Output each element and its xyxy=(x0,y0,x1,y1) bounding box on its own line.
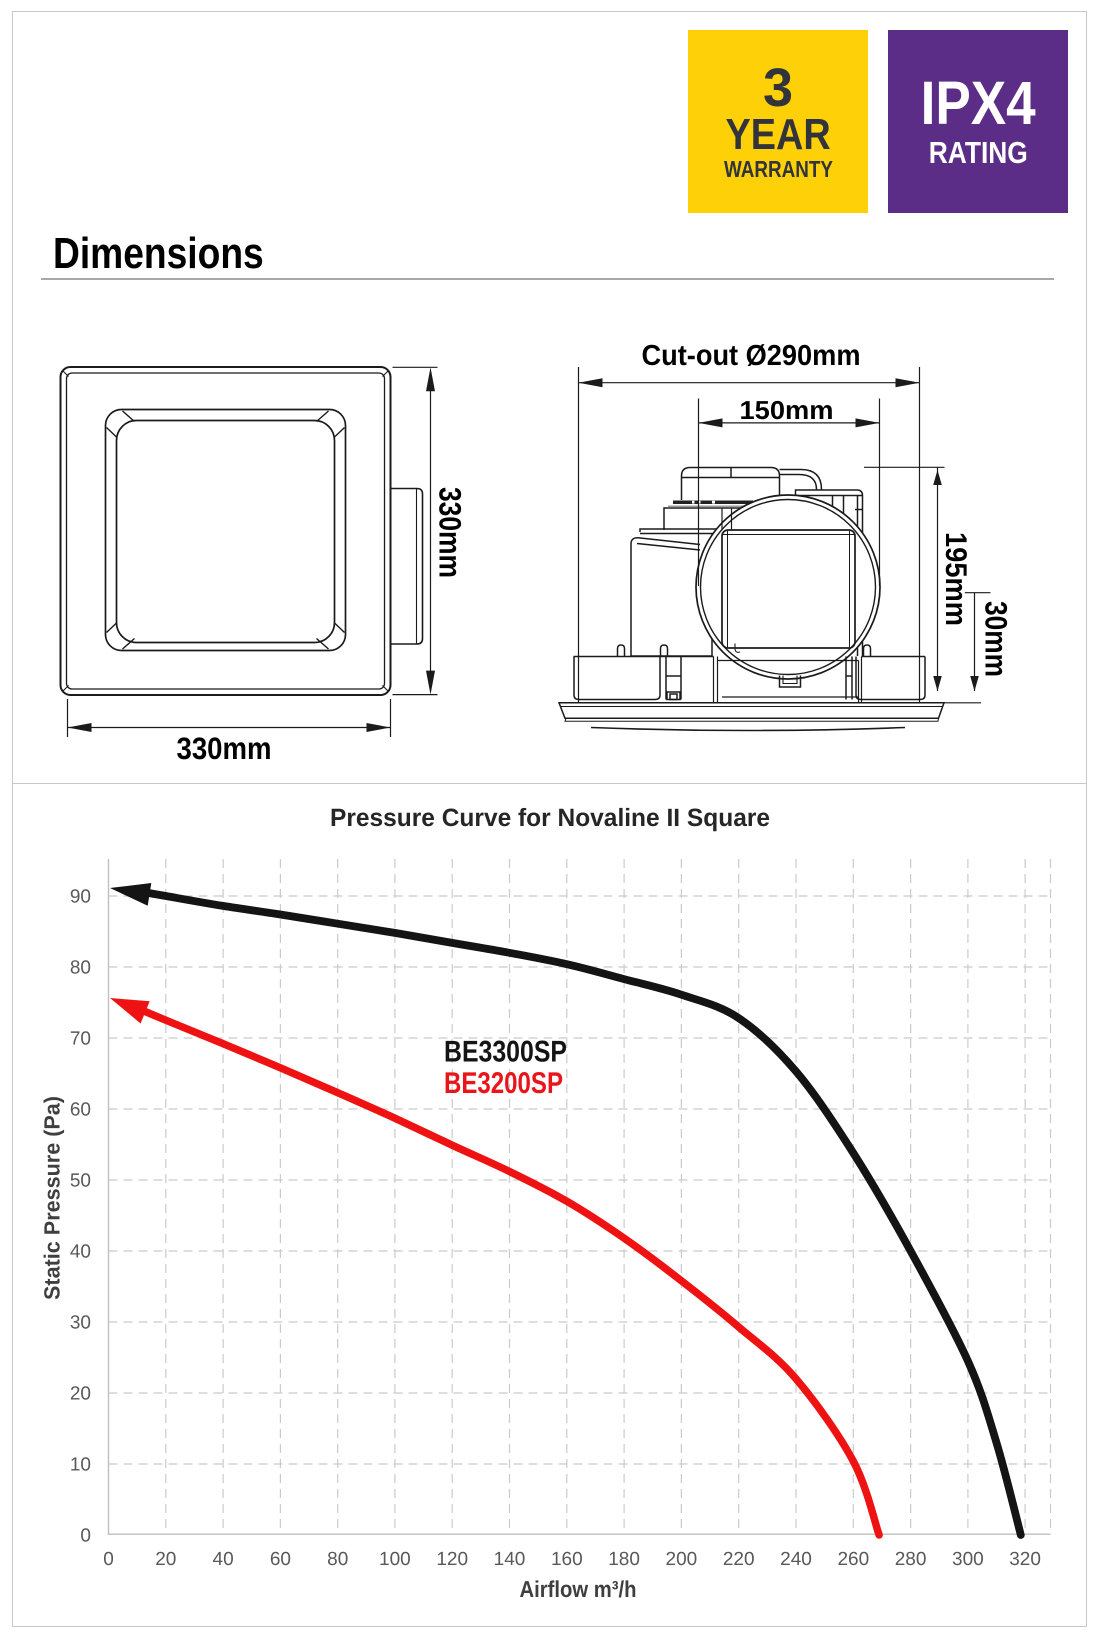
svg-text:80: 80 xyxy=(327,1549,348,1570)
svg-text:195mm: 195mm xyxy=(939,532,972,626)
svg-text:300: 300 xyxy=(952,1549,984,1570)
svg-text:90: 90 xyxy=(70,887,91,908)
svg-text:150mm: 150mm xyxy=(740,395,834,425)
svg-text:20: 20 xyxy=(70,1384,91,1405)
svg-text:BE3200SP: BE3200SP xyxy=(444,1067,563,1100)
svg-text:30mm: 30mm xyxy=(979,601,1014,677)
svg-text:330mm: 330mm xyxy=(433,487,468,578)
svg-text:160: 160 xyxy=(551,1549,583,1570)
svg-text:220: 220 xyxy=(723,1549,755,1570)
svg-text:70: 70 xyxy=(70,1029,91,1050)
svg-text:10: 10 xyxy=(70,1455,91,1476)
svg-text:BE3300SP: BE3300SP xyxy=(444,1036,567,1069)
svg-text:80: 80 xyxy=(70,958,91,979)
svg-text:Pressure Curve for Novaline II: Pressure Curve for Novaline II Square xyxy=(330,804,770,832)
svg-text:320: 320 xyxy=(1009,1549,1041,1570)
svg-text:Cut-out Ø290mm: Cut-out Ø290mm xyxy=(642,340,861,372)
svg-text:200: 200 xyxy=(666,1549,698,1570)
svg-text:60: 60 xyxy=(270,1549,291,1570)
svg-text:0: 0 xyxy=(103,1549,114,1570)
svg-text:30: 30 xyxy=(70,1313,91,1334)
svg-text:Airflow m³/h: Airflow m³/h xyxy=(520,1576,637,1602)
svg-text:100: 100 xyxy=(379,1549,411,1570)
svg-text:50: 50 xyxy=(70,1171,91,1192)
svg-text:180: 180 xyxy=(608,1549,640,1570)
svg-text:120: 120 xyxy=(436,1549,468,1570)
svg-text:240: 240 xyxy=(780,1549,812,1570)
svg-text:260: 260 xyxy=(837,1549,869,1570)
svg-text:280: 280 xyxy=(895,1549,927,1570)
svg-text:20: 20 xyxy=(155,1549,176,1570)
svg-text:40: 40 xyxy=(70,1242,91,1263)
svg-text:60: 60 xyxy=(70,1100,91,1121)
svg-text:40: 40 xyxy=(213,1549,234,1570)
svg-text:0: 0 xyxy=(80,1526,91,1547)
svg-text:Static Pressure (Pa): Static Pressure (Pa) xyxy=(40,1096,65,1300)
svg-text:140: 140 xyxy=(494,1549,526,1570)
svg-text:330mm: 330mm xyxy=(177,731,272,766)
